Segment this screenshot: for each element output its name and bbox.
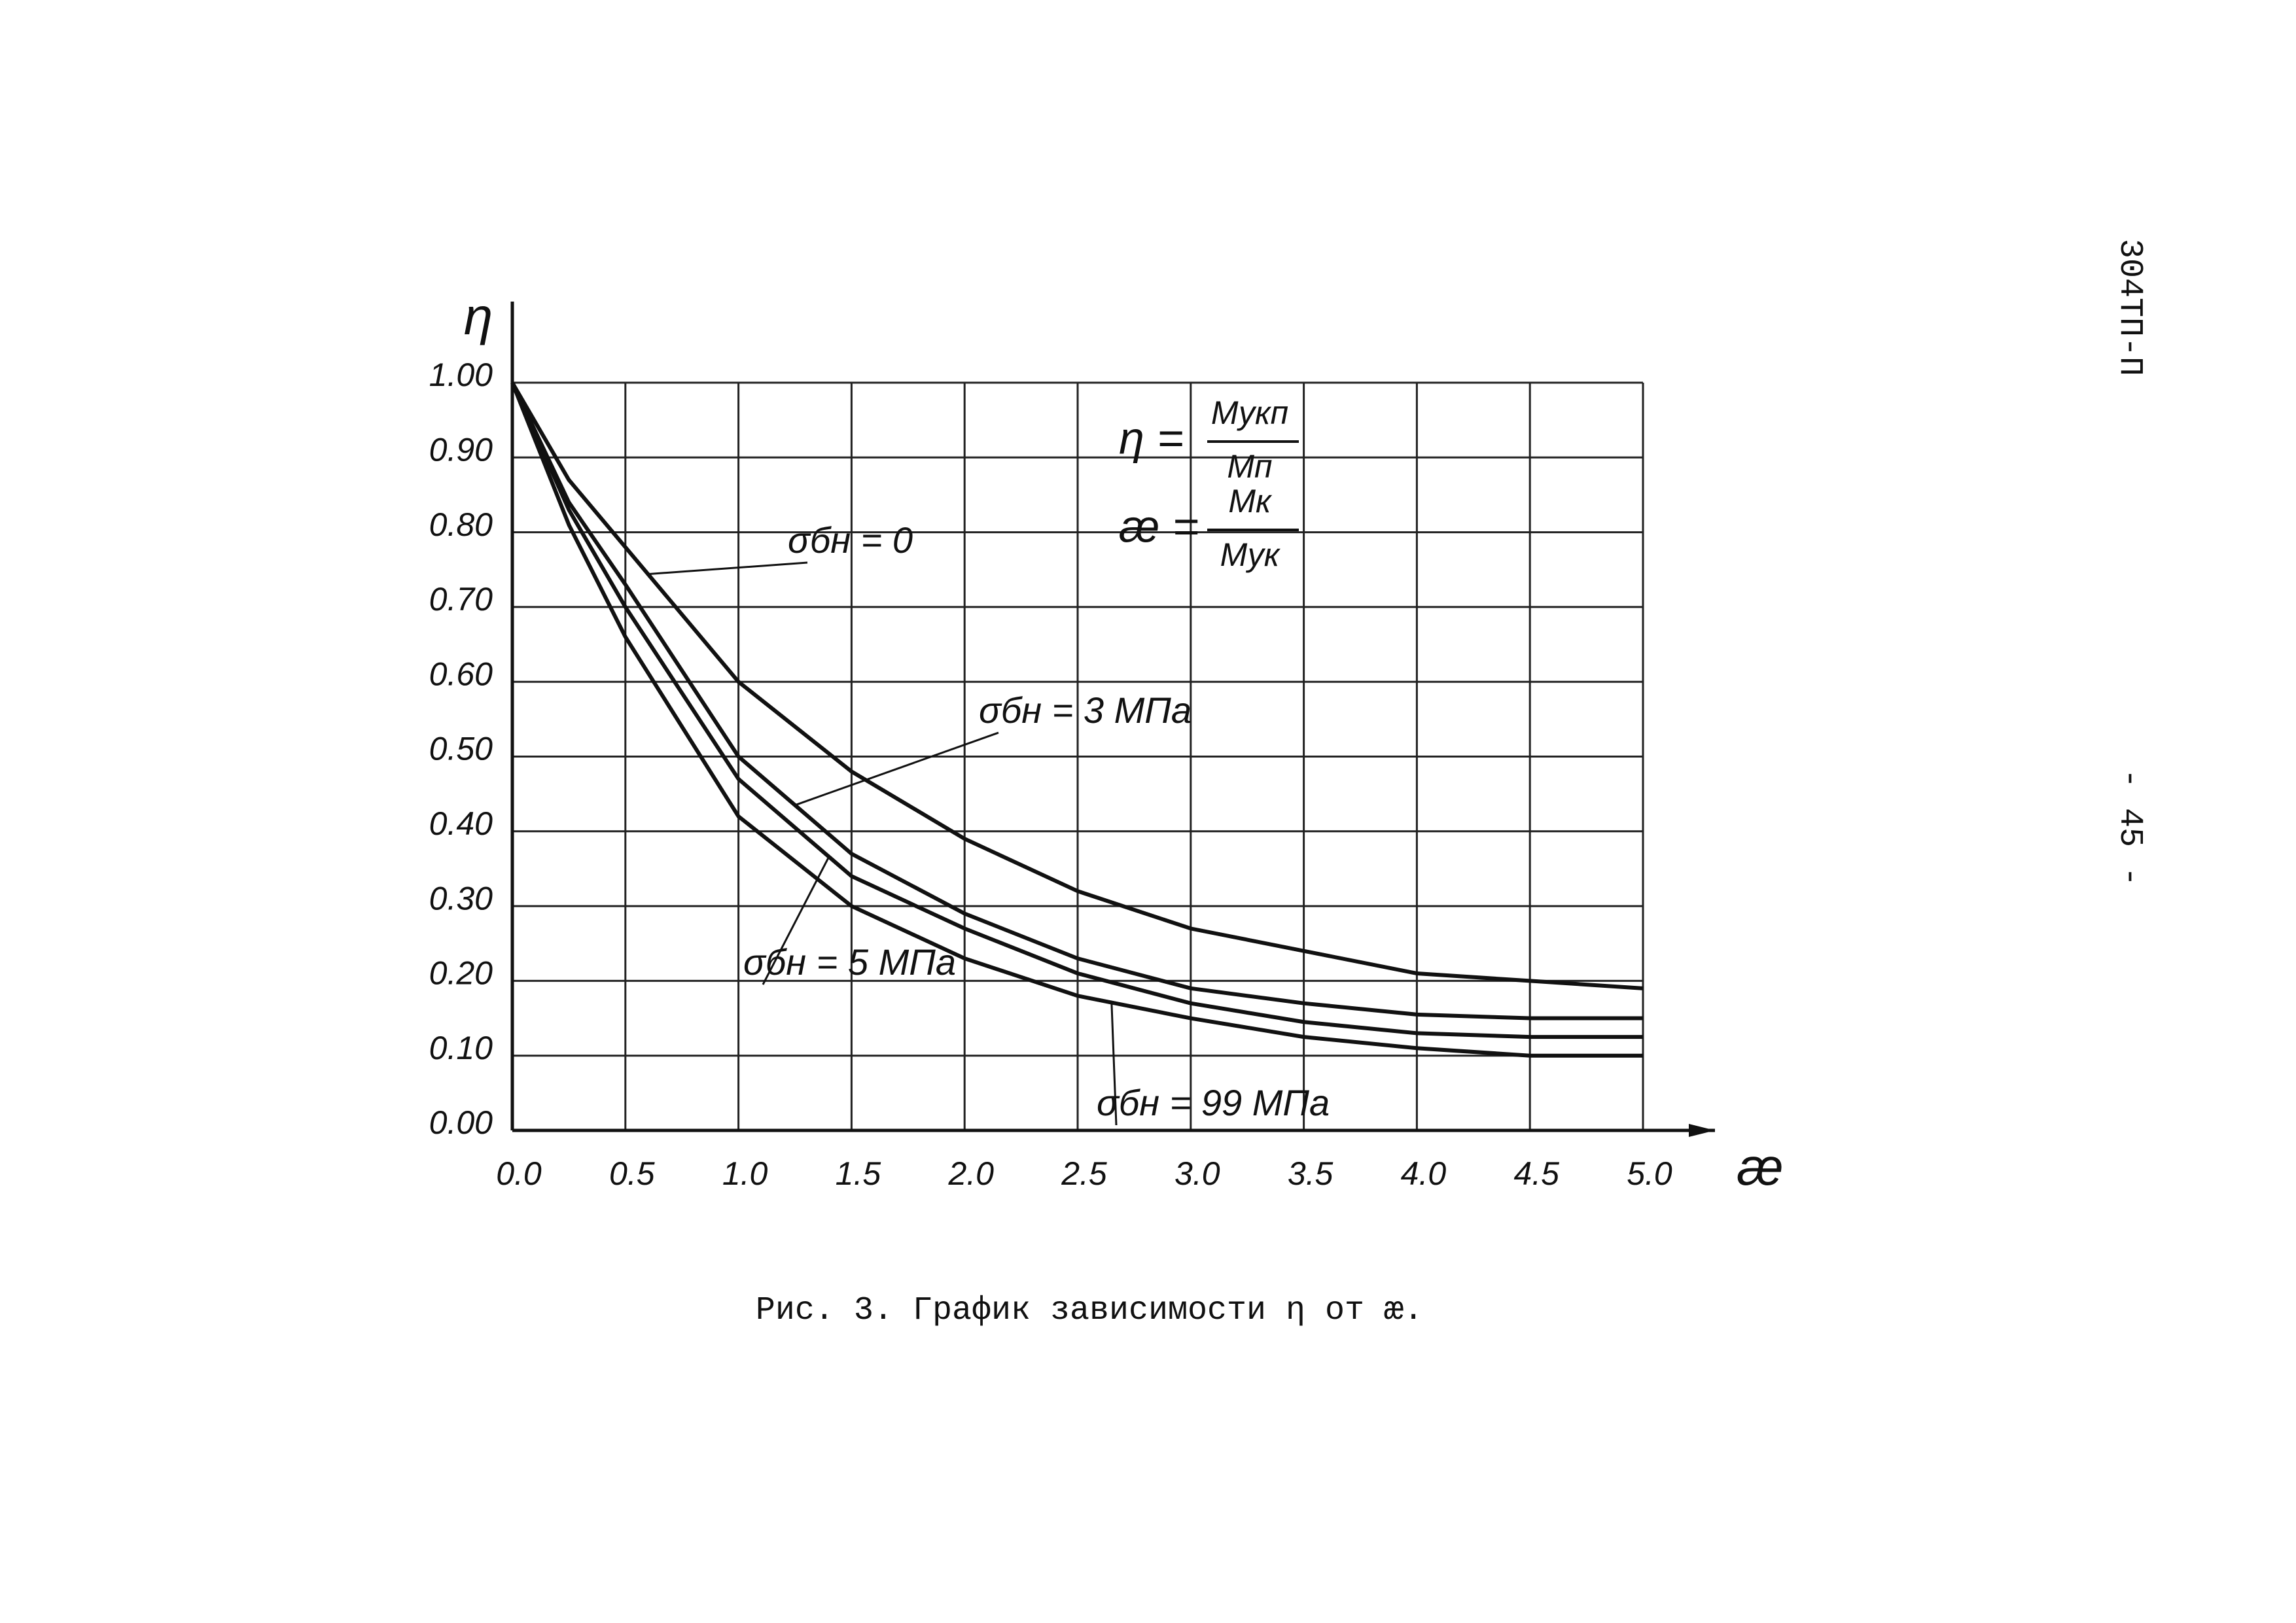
- x-tick-label: 1.5: [836, 1155, 881, 1192]
- leader-line: [1110, 1002, 1118, 1126]
- formula-den: Мп: [1227, 448, 1272, 485]
- y-tick-label: 0.10: [429, 1030, 493, 1066]
- y-tick-label: 0.00: [429, 1104, 493, 1141]
- leader-line: [648, 561, 808, 576]
- series-line: [510, 381, 1643, 1039]
- x-tick-label: 0.5: [609, 1155, 655, 1192]
- formula-num: Мукп: [1211, 394, 1288, 431]
- series-label: σбн = 5 МПа: [743, 941, 956, 983]
- x-tick-label: 0.0: [496, 1155, 542, 1192]
- caption: Рис. 3. График зависимости η от æ.: [756, 1292, 1423, 1329]
- x-tick-label: 4.5: [1513, 1155, 1559, 1192]
- formula-lhs: η =: [1119, 412, 1184, 463]
- series-label: σбн = 3 МПа: [979, 689, 1192, 731]
- y-axis-label: η: [464, 287, 493, 345]
- y-tick-label: 0.90: [429, 432, 493, 468]
- series-line: [510, 381, 1643, 1021]
- document-code: 304ТП-П: [2111, 239, 2148, 376]
- y-tick-label: 0.40: [429, 805, 493, 842]
- x-axis-arrow: [1689, 1124, 1715, 1137]
- y-tick-label: 0.30: [429, 880, 493, 916]
- leader-line: [762, 856, 830, 985]
- formula-num: Мк: [1228, 483, 1273, 519]
- y-tick-label: 0.60: [429, 655, 493, 692]
- x-tick-label: 5.0: [1627, 1155, 1672, 1192]
- page-number: - 45 -: [2111, 769, 2148, 886]
- x-tick-label: 2.5: [1061, 1155, 1107, 1192]
- x-tick-label: 2.0: [947, 1155, 994, 1192]
- y-tick-label: 0.70: [429, 581, 493, 618]
- x-tick-label: 1.0: [722, 1155, 768, 1192]
- y-tick-label: 0.80: [429, 506, 493, 543]
- x-tick-label: 4.0: [1401, 1155, 1447, 1192]
- y-tick-label: 0.20: [429, 955, 493, 992]
- x-axis-label: æ: [1737, 1138, 1783, 1196]
- y-tick-label: 0.50: [429, 731, 493, 767]
- leader-line: [794, 731, 999, 807]
- formula-den: Мук: [1220, 536, 1281, 573]
- series-line: [510, 381, 1644, 990]
- series-label: σбн = 0: [788, 519, 913, 561]
- x-tick-label: 3.5: [1288, 1155, 1333, 1192]
- x-tick-label: 3.0: [1174, 1155, 1220, 1192]
- formula-lhs: æ =: [1119, 500, 1199, 551]
- series-label: σбн = 99 МПа: [1097, 1082, 1330, 1123]
- y-tick-label: 1.00: [429, 357, 493, 393]
- series-line: [510, 381, 1643, 1058]
